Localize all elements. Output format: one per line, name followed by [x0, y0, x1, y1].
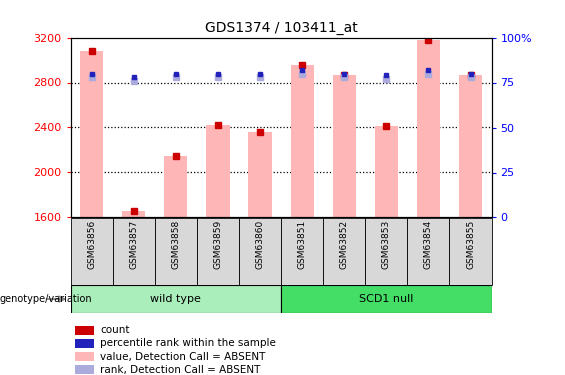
Bar	[281, 285, 492, 313]
Bar	[365, 217, 407, 285]
Bar	[197, 217, 239, 285]
Title: GDS1374 / 103411_at: GDS1374 / 103411_at	[205, 21, 358, 35]
Bar	[75, 339, 94, 348]
Bar	[71, 285, 281, 313]
Bar	[75, 326, 94, 335]
Text: GSM63857: GSM63857	[129, 220, 138, 270]
Text: GSM63854: GSM63854	[424, 220, 433, 269]
Bar	[417, 40, 440, 218]
Bar	[239, 217, 281, 285]
Text: GSM63858: GSM63858	[171, 220, 180, 270]
Bar	[113, 217, 155, 285]
Text: GSM63860: GSM63860	[255, 220, 264, 270]
Bar	[281, 217, 323, 285]
Text: GSM63859: GSM63859	[214, 220, 223, 270]
Bar	[407, 217, 450, 285]
Bar	[290, 64, 314, 218]
Bar	[155, 217, 197, 285]
Bar	[122, 211, 145, 218]
Text: SCD1 null: SCD1 null	[359, 294, 414, 304]
Text: GSM63852: GSM63852	[340, 220, 349, 269]
Bar	[333, 75, 356, 217]
Text: GSM63855: GSM63855	[466, 220, 475, 270]
Bar	[249, 132, 272, 218]
Bar	[75, 352, 94, 361]
Text: GSM63851: GSM63851	[298, 220, 307, 270]
Bar	[75, 365, 94, 374]
Bar	[206, 125, 229, 218]
Bar	[375, 126, 398, 218]
Bar	[459, 75, 482, 217]
Text: percentile rank within the sample: percentile rank within the sample	[100, 339, 276, 348]
Text: count: count	[100, 326, 129, 335]
Text: rank, Detection Call = ABSENT: rank, Detection Call = ABSENT	[100, 364, 260, 375]
Text: GSM63853: GSM63853	[382, 220, 391, 270]
Text: genotype/variation: genotype/variation	[0, 294, 93, 304]
Bar	[323, 217, 366, 285]
Text: value, Detection Call = ABSENT: value, Detection Call = ABSENT	[100, 351, 266, 361]
Text: wild type: wild type	[150, 294, 201, 304]
Text: GSM63856: GSM63856	[87, 220, 96, 270]
Bar	[71, 217, 113, 285]
Bar	[450, 217, 492, 285]
Bar	[164, 156, 188, 218]
Bar	[80, 51, 103, 217]
